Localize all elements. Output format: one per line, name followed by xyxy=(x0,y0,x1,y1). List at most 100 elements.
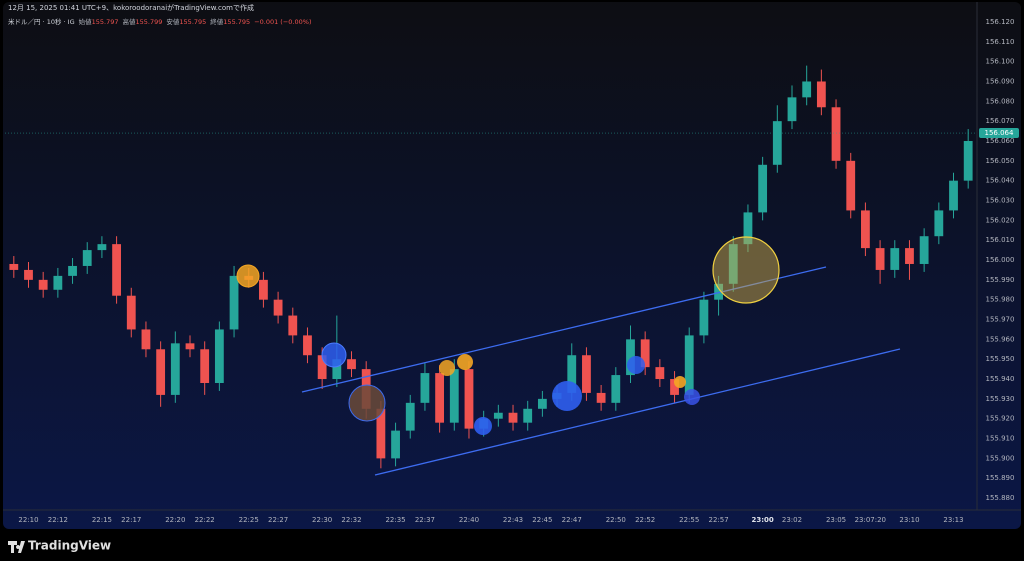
y-tick-label: 155.930 xyxy=(986,395,1015,403)
candle-body xyxy=(949,180,958,211)
candle-body xyxy=(772,121,782,165)
x-tick-label: 22:45 xyxy=(532,516,552,524)
x-tick-label: 22:25 xyxy=(239,516,259,524)
candle-body xyxy=(68,265,77,276)
candle-body xyxy=(831,107,841,161)
x-tick-label: 22:50 xyxy=(606,516,626,524)
candle-body xyxy=(787,97,797,122)
x-tick-label: 22:12 xyxy=(48,516,68,524)
candle-body xyxy=(508,412,518,423)
legend-label: 高値 xyxy=(123,17,137,26)
x-tick-label: 22:17 xyxy=(121,516,141,524)
candle-body xyxy=(523,408,533,423)
x-tick-label: 23:05 xyxy=(826,516,846,524)
x-tick-label: 22:37 xyxy=(415,516,435,524)
marker-circle xyxy=(674,376,686,388)
y-tick-label: 156.110 xyxy=(986,38,1015,46)
footer: TradingView xyxy=(8,539,111,553)
y-tick-label: 156.060 xyxy=(986,137,1015,145)
candle-body xyxy=(567,355,577,393)
marker-circle xyxy=(457,354,473,370)
candle-body xyxy=(9,263,19,270)
candle-body xyxy=(596,392,606,403)
candle-body xyxy=(493,412,503,419)
x-tick-label: 23:13 xyxy=(943,516,963,524)
legend-value: 155.797 xyxy=(92,18,119,26)
legend-change: −0.001 (−0.00%) xyxy=(254,18,311,26)
x-tick-label: 22:43 xyxy=(503,516,523,524)
candle-body xyxy=(919,236,929,264)
candle-body xyxy=(537,398,547,409)
x-tick-label: 23:00 xyxy=(751,516,773,524)
candle-body xyxy=(846,160,856,211)
y-tick-label: 156.120 xyxy=(986,18,1015,26)
y-tick-label: 155.920 xyxy=(986,415,1015,423)
candle-body xyxy=(875,248,885,270)
marker-circle xyxy=(627,356,645,374)
candle-body xyxy=(435,373,445,423)
legend-value: 155.799 xyxy=(136,18,163,26)
x-tick-label: 22:22 xyxy=(195,516,215,524)
candle-body xyxy=(963,140,973,181)
candle-body xyxy=(655,367,665,380)
candle-body xyxy=(97,244,107,251)
y-tick-label: 156.070 xyxy=(986,117,1015,125)
marker-circle xyxy=(321,342,347,368)
y-tick-label: 156.080 xyxy=(986,97,1015,105)
candle-body xyxy=(376,408,386,459)
marker-circle xyxy=(348,384,386,422)
y-tick-label: 155.960 xyxy=(986,335,1015,343)
x-tick-label: 22:32 xyxy=(341,516,361,524)
y-tick-label: 156.090 xyxy=(986,77,1015,85)
candle-body xyxy=(861,210,870,249)
y-tick-label: 155.890 xyxy=(986,474,1015,482)
candle-body xyxy=(699,299,709,336)
candle-body xyxy=(816,81,826,108)
y-tick-label: 156.100 xyxy=(986,58,1015,66)
candle-body xyxy=(640,339,650,368)
candle-body xyxy=(214,329,224,384)
x-tick-label: 22:35 xyxy=(385,516,405,524)
x-tick-label: 22:55 xyxy=(679,516,699,524)
marker-circle xyxy=(439,360,455,376)
candle-body xyxy=(288,315,298,336)
candle-body xyxy=(126,295,136,330)
y-tick-label: 155.940 xyxy=(986,375,1015,383)
plot-area xyxy=(9,65,973,469)
channel-lower xyxy=(374,348,901,476)
y-tick-label: 156.050 xyxy=(986,157,1015,165)
candle-body xyxy=(626,339,635,376)
legend-label: 始値 xyxy=(79,17,93,26)
marker-circle xyxy=(684,389,700,405)
candle-body xyxy=(934,210,944,237)
last-price-label: 156.064 xyxy=(985,129,1014,137)
candle-body xyxy=(449,369,459,423)
candle-body xyxy=(405,402,415,431)
legend-symbol: 米ドル／円 · 10秒 · IG xyxy=(8,17,75,26)
candle-body xyxy=(112,244,121,296)
candle-body xyxy=(464,369,474,429)
y-tick-label: 155.990 xyxy=(986,276,1015,284)
x-tick-label: 23:02 xyxy=(782,516,802,524)
x-tick-label: 23:10 xyxy=(899,516,919,524)
candle-body xyxy=(156,349,166,395)
x-tick-label: 22:30 xyxy=(312,516,332,524)
y-tick-label: 156.040 xyxy=(986,177,1015,185)
candle-body xyxy=(38,279,48,290)
candle-body xyxy=(82,250,92,266)
x-tick-label: 23:07:20 xyxy=(855,516,886,524)
candle-body xyxy=(185,343,195,350)
legend-label: 安値 xyxy=(166,17,180,26)
candle-body xyxy=(905,248,914,264)
brand-name: TradingView xyxy=(28,539,111,553)
y-tick-label: 155.910 xyxy=(986,435,1015,443)
candle-body xyxy=(259,279,268,300)
x-tick-label: 22:27 xyxy=(268,516,288,524)
candle-body xyxy=(303,335,312,356)
y-tick-label: 155.950 xyxy=(986,355,1015,363)
brand-logo xyxy=(8,541,25,553)
y-tick-label: 155.980 xyxy=(986,296,1015,304)
candle-body xyxy=(347,359,356,370)
candle-body xyxy=(670,379,679,395)
